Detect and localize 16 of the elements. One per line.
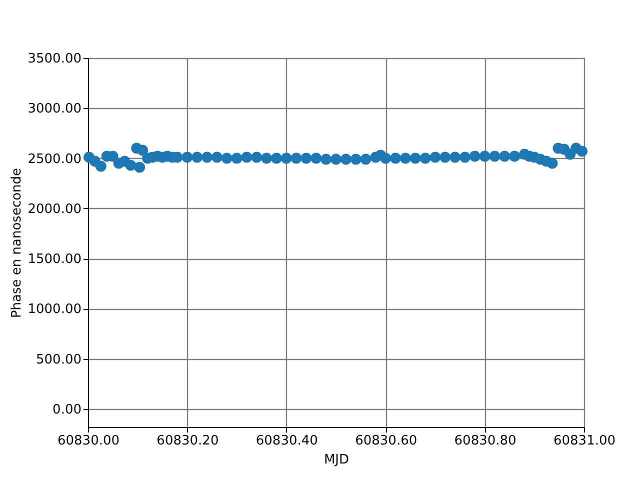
x-tick-label: 60831.00 — [553, 434, 616, 448]
x-tick-label: 60830.40 — [256, 434, 318, 448]
y-tick-label: 1500.00 — [28, 252, 82, 268]
x-tick-label: 60830.20 — [156, 434, 219, 448]
y-tick-label: 3000.00 — [28, 102, 82, 117]
y-tick-label: 2000.00 — [28, 202, 82, 217]
x-tick-label: 60830.60 — [355, 434, 418, 448]
y-tick-label: 3500.00 — [28, 52, 82, 66]
x-axis-title: MJD — [324, 452, 350, 468]
x-tick-label: 60830.00 — [57, 434, 120, 448]
y-tick-label: 1000.00 — [28, 302, 82, 318]
x-tick-label: 60830.80 — [454, 434, 516, 448]
y-axis-title: Phase en nanoseconde — [10, 168, 25, 318]
y-tick-label: 0.00 — [52, 402, 82, 418]
y-tick-label: 2500.00 — [28, 152, 82, 167]
y-tick-label: 500.00 — [36, 352, 82, 368]
